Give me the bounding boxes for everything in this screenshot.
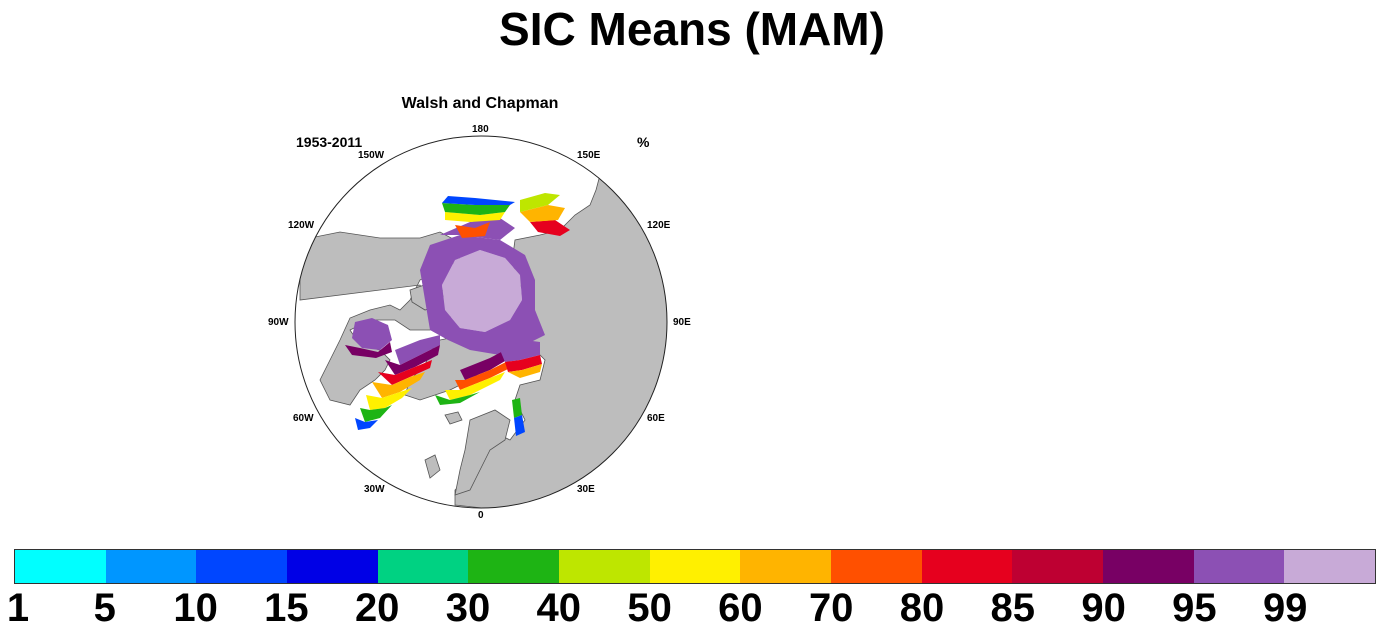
ice-95: [420, 235, 545, 355]
land-iceland: [444, 411, 463, 425]
ice-bering-50: [445, 212, 505, 222]
figure-title: SIC Means (MAM): [499, 3, 885, 55]
colorbar-cell: [649, 550, 741, 583]
ice-barents-60: [508, 364, 542, 378]
panel-subtitle: Walsh and Chapman: [401, 95, 559, 112]
ice-labrador-30: [360, 405, 392, 422]
colorbar-cell: [1284, 550, 1376, 583]
colorbar-label: 40: [536, 586, 582, 630]
colorbar-cell: [287, 550, 378, 583]
colorbar-label: 50: [627, 586, 672, 630]
ice-okhotsk-40: [520, 193, 560, 212]
colorbar-cell: [1103, 550, 1194, 583]
ice-okhotsk-80: [530, 220, 570, 236]
colorbar-cell: [196, 550, 288, 583]
ice-labrador-60: [372, 372, 425, 398]
colorbar-label: 20: [354, 586, 400, 630]
land-europe: [454, 409, 511, 496]
colorbar-label: 60: [718, 586, 763, 630]
colorbar-label: 95: [1172, 586, 1217, 630]
ice-bering-30: [442, 203, 510, 215]
colorbar-cell: [921, 550, 1013, 583]
ice-hudson: [352, 318, 392, 350]
colorbar: [14, 549, 1376, 584]
colorbar-label: 30: [445, 586, 491, 630]
lon-label-120w: 120W: [288, 220, 315, 231]
colorbar-cell: [1012, 550, 1104, 583]
ice-egreen-50: [445, 372, 505, 400]
ice-egreen-90: [460, 350, 510, 380]
ice-labrador-10: [355, 418, 378, 430]
colorbar-label: 15: [264, 586, 309, 630]
colorbar-cell: [559, 550, 650, 583]
ice-labrador-50: [366, 388, 412, 410]
lon-label-30w: 30W: [364, 484, 385, 495]
colorbar-label: 85: [990, 586, 1036, 630]
colorbar-label: 99: [1262, 586, 1308, 630]
ice-99: [442, 250, 522, 332]
land-uk: [424, 454, 441, 479]
lon-label-90e: 90E: [673, 317, 691, 328]
colorbar-cell: [468, 550, 560, 583]
colorbar-label: 90: [1081, 586, 1126, 630]
lon-label-180: 180: [472, 124, 489, 135]
ice-egreen-70: [455, 360, 512, 390]
ice-egreen-30: [435, 392, 480, 405]
colorbar-cell: [740, 550, 832, 583]
colorbar-cell: [1193, 550, 1285, 583]
ice-bering-70: [455, 222, 490, 238]
period-label: 1953-2011: [296, 134, 363, 150]
lon-label-30e: 30E: [577, 484, 595, 495]
colorbar-cell: [831, 550, 922, 583]
ice-barents-80: [505, 355, 542, 372]
lon-label-120e: 120E: [647, 220, 671, 231]
lon-label-60e: 60E: [647, 413, 665, 424]
colorbar-label: 80: [899, 586, 945, 630]
lon-label-0: 0: [478, 510, 484, 521]
map-boundary: [294, 135, 668, 509]
ice-hudson-edge: [345, 342, 392, 358]
lon-label-150w: 150W: [358, 150, 385, 161]
ice-labrador-80: [378, 360, 432, 385]
ice-bering-10: [442, 196, 515, 205]
ice-barents-95: [500, 340, 540, 362]
ice-okhotsk-60: [520, 205, 565, 222]
ice-baffin-95: [395, 335, 440, 365]
ice-baltic-30: [512, 398, 522, 418]
lon-label-90w: 90W: [268, 317, 289, 328]
colorbar-label: 1: [6, 586, 30, 630]
colorbar-label: 10: [173, 586, 218, 630]
ice-baltic-10: [514, 415, 525, 436]
colorbar-cell: [105, 550, 197, 583]
colorbar-label: 70: [808, 586, 854, 630]
colorbar-cell: [15, 550, 106, 583]
ice-labrador-90: [385, 345, 440, 375]
lon-label-60w: 60W: [293, 413, 314, 424]
lon-label-150e: 150E: [577, 150, 601, 161]
unit-label: %: [637, 134, 650, 150]
colorbar-cell: [377, 550, 469, 583]
colorbar-label: 5: [93, 586, 116, 630]
